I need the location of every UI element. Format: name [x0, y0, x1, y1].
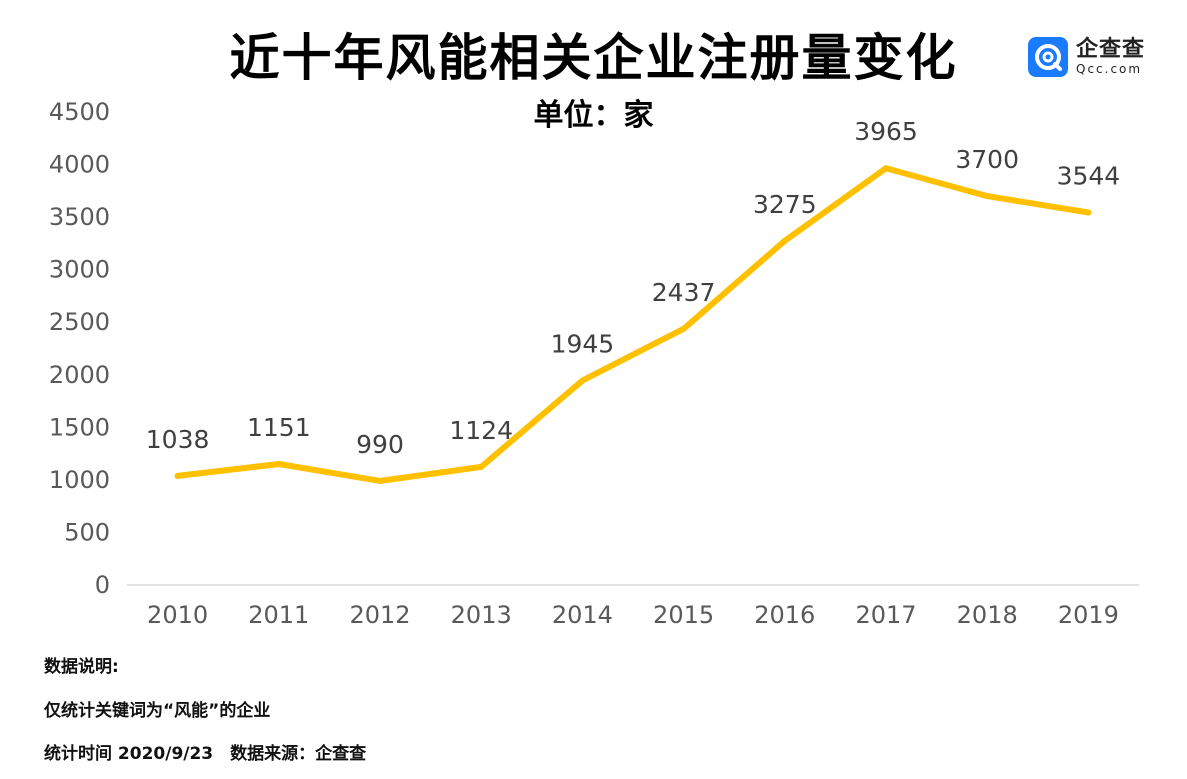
x-tick-label: 2013 — [451, 601, 512, 629]
series-line — [174, 165, 1092, 484]
x-tick-label: 2012 — [349, 601, 410, 629]
chart-subtitle: 单位：家 — [533, 98, 654, 133]
data-point — [781, 237, 788, 244]
qcc-logo-icon — [1028, 37, 1068, 77]
data-point — [478, 463, 485, 470]
y-tick-label: 2500 — [49, 308, 110, 336]
data-label: 1151 — [247, 413, 311, 442]
data-point — [680, 325, 687, 332]
data-label: 1038 — [146, 425, 210, 454]
data-point — [377, 477, 383, 484]
data-label: 2437 — [652, 278, 716, 307]
x-tick-label: 2018 — [957, 601, 1018, 629]
x-tick-label: 2014 — [552, 601, 613, 629]
notes-line-2: 统计时间 2020/9/23 数据来源：企查查 — [44, 744, 367, 764]
data-point — [984, 193, 991, 200]
data-point — [579, 377, 586, 384]
data-point — [174, 472, 181, 479]
data-point — [1085, 209, 1092, 216]
x-tick-label: 2016 — [754, 601, 815, 629]
data-point — [883, 165, 889, 172]
y-tick-label: 3500 — [49, 203, 110, 231]
y-tick-label: 1000 — [49, 466, 110, 494]
x-tick-label: 2010 — [147, 601, 208, 629]
line-chart: 0 500 1000 1500 2000 2500 3000 3500 4000 4500 2010… — [49, 98, 1139, 629]
y-tick-label: 2000 — [49, 361, 110, 389]
notes-heading: 数据说明: — [44, 657, 119, 677]
y-tick-label: 0 — [95, 571, 110, 599]
data-label: 3544 — [1057, 161, 1121, 190]
y-tick-label: 3000 — [49, 256, 110, 284]
qcc-logo: 企查查 Qcc.com — [1028, 34, 1145, 80]
data-label: 3965 — [854, 117, 918, 146]
x-tick-label: 2011 — [248, 601, 309, 629]
notes-line-1: 仅统计关键词为“风能”的企业 — [44, 701, 271, 721]
data-label: 1945 — [551, 330, 615, 359]
logo-domain: Qcc.com — [1076, 62, 1143, 76]
data-point — [275, 461, 282, 468]
data-label: 1124 — [449, 416, 513, 445]
data-label: 990 — [356, 430, 404, 459]
y-tick-label: 4500 — [49, 98, 110, 126]
data-label: 3700 — [955, 145, 1019, 174]
y-tick-label: 4000 — [49, 151, 110, 179]
y-tick-label: 500 — [64, 518, 110, 546]
x-tick-label: 2017 — [855, 601, 916, 629]
x-tick-label: 2019 — [1058, 601, 1119, 629]
y-tick-label: 1500 — [49, 413, 110, 441]
x-tick-label: 2015 — [653, 601, 714, 629]
logo-name: 企查查 — [1076, 37, 1146, 62]
chart-title: 近十年风能相关企业注册量变化 — [229, 29, 958, 87]
data-label: 3275 — [753, 190, 817, 219]
